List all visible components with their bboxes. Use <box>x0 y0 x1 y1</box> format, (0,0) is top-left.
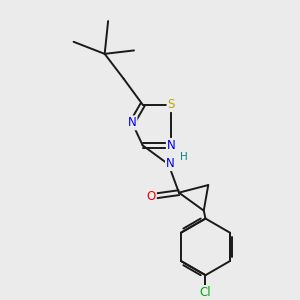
Text: N: N <box>166 157 175 170</box>
Text: N: N <box>128 116 136 129</box>
Text: H: H <box>180 152 188 162</box>
Text: Cl: Cl <box>200 286 211 299</box>
Text: S: S <box>167 98 175 111</box>
Text: N: N <box>167 139 176 152</box>
Text: O: O <box>147 190 156 202</box>
